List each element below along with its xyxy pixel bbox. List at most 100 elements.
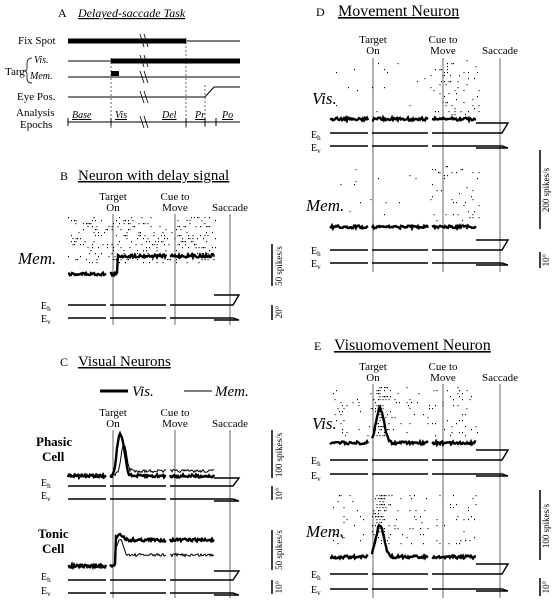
spike-tick xyxy=(89,253,90,255)
spike-tick xyxy=(451,432,453,434)
spike-tick xyxy=(379,498,381,500)
spike-tick xyxy=(379,420,381,422)
spike-tick xyxy=(477,178,478,180)
spike-tick xyxy=(209,217,210,219)
spike-tick xyxy=(116,235,117,237)
spike-tick xyxy=(474,78,475,80)
spike-tick xyxy=(114,259,116,261)
spike-tick xyxy=(384,435,385,437)
spike-tick xyxy=(87,226,89,228)
panel-b-saccade-label: Saccade xyxy=(212,202,248,214)
spike-tick xyxy=(462,432,463,434)
spike-tick xyxy=(156,250,158,252)
spike-tick xyxy=(138,235,140,237)
panel-d-mem-eh-label: Eh xyxy=(311,246,321,258)
spike-tick xyxy=(394,525,396,527)
spike-tick xyxy=(336,105,337,107)
spike-tick xyxy=(180,229,182,231)
spike-tick xyxy=(212,247,213,249)
panel-b-ev-label: Ev xyxy=(41,314,51,326)
spike-tick xyxy=(381,495,382,497)
spike-tick xyxy=(456,519,457,521)
spike-tick xyxy=(384,69,385,71)
spike-tick xyxy=(409,495,411,497)
spike-tick xyxy=(409,528,411,530)
spike-tick xyxy=(147,223,149,225)
spike-tick xyxy=(369,426,370,428)
spike-tick xyxy=(463,72,465,74)
spike-tick xyxy=(180,241,182,243)
spike-tick xyxy=(439,93,441,95)
spike-tick xyxy=(207,253,209,255)
panel-d-vis-ev-label: Ev xyxy=(311,143,321,155)
spike-tick xyxy=(474,519,475,521)
spike-tick xyxy=(116,259,117,261)
spike-tick xyxy=(391,495,393,497)
spike-tick xyxy=(372,87,373,89)
spike-tick xyxy=(337,408,339,410)
rate-trace xyxy=(329,552,369,561)
rate-trace xyxy=(431,115,477,124)
spike-tick xyxy=(113,223,114,225)
spike-tick xyxy=(117,226,119,228)
panel-e-vis-raster xyxy=(333,387,478,437)
spike-tick xyxy=(385,417,387,419)
panel-b-letter: B xyxy=(60,169,68,183)
spike-tick xyxy=(462,393,463,395)
spike-tick xyxy=(414,495,415,497)
panel-c-move-label: Move xyxy=(162,418,188,430)
epoch-vis: Vis xyxy=(115,110,127,121)
spike-tick xyxy=(92,247,93,249)
spike-tick xyxy=(459,420,460,422)
spike-tick xyxy=(373,534,375,536)
panel-e-mem-eh-label: Eh xyxy=(311,570,321,582)
spike-tick xyxy=(451,114,453,116)
spike-tick xyxy=(98,235,99,237)
spike-tick xyxy=(468,510,469,512)
eye-v-trace xyxy=(170,317,240,321)
spike-tick xyxy=(370,393,372,395)
spike-tick xyxy=(474,537,475,539)
spike-tick xyxy=(92,220,93,222)
spike-tick xyxy=(346,405,348,407)
spike-tick xyxy=(333,540,334,542)
spike-tick xyxy=(203,238,204,240)
spike-tick xyxy=(435,111,436,113)
spike-tick xyxy=(387,429,388,431)
spike-tick xyxy=(387,540,388,542)
spike-tick xyxy=(204,223,206,225)
epoch-pr: Pr xyxy=(194,110,205,121)
spike-tick xyxy=(116,220,117,222)
spike-tick xyxy=(177,244,179,246)
panel-c-title: Visual Neurons xyxy=(78,354,171,370)
rate-trace xyxy=(109,252,168,278)
spike-tick xyxy=(436,519,438,521)
spike-tick xyxy=(453,202,454,204)
spike-tick xyxy=(472,199,474,201)
spike-tick xyxy=(399,202,400,204)
spike-tick xyxy=(195,244,197,246)
spike-tick xyxy=(195,247,197,249)
spike-tick xyxy=(186,220,188,222)
spike-tick xyxy=(385,396,387,398)
panel-a-letter: A xyxy=(58,6,67,20)
spike-tick xyxy=(204,247,206,249)
spike-tick xyxy=(360,540,361,542)
spike-tick xyxy=(78,232,80,234)
spike-tick xyxy=(381,417,382,419)
spike-tick xyxy=(385,202,387,204)
spike-tick xyxy=(466,187,468,189)
spike-tick xyxy=(436,390,438,392)
spike-tick xyxy=(409,105,411,107)
panel-e-vis-eh-label: Eh xyxy=(311,456,321,468)
spike-tick xyxy=(152,259,153,261)
spike-tick xyxy=(96,226,98,228)
spike-tick xyxy=(161,241,162,243)
spike-tick xyxy=(370,199,372,201)
panel-d: D Movement Neuron Target On Cue to Move … xyxy=(305,3,551,272)
spike-tick xyxy=(448,81,450,83)
spike-tick xyxy=(387,72,388,74)
targ-brace xyxy=(23,57,33,84)
spike-tick xyxy=(152,244,153,246)
spike-tick xyxy=(393,429,394,431)
